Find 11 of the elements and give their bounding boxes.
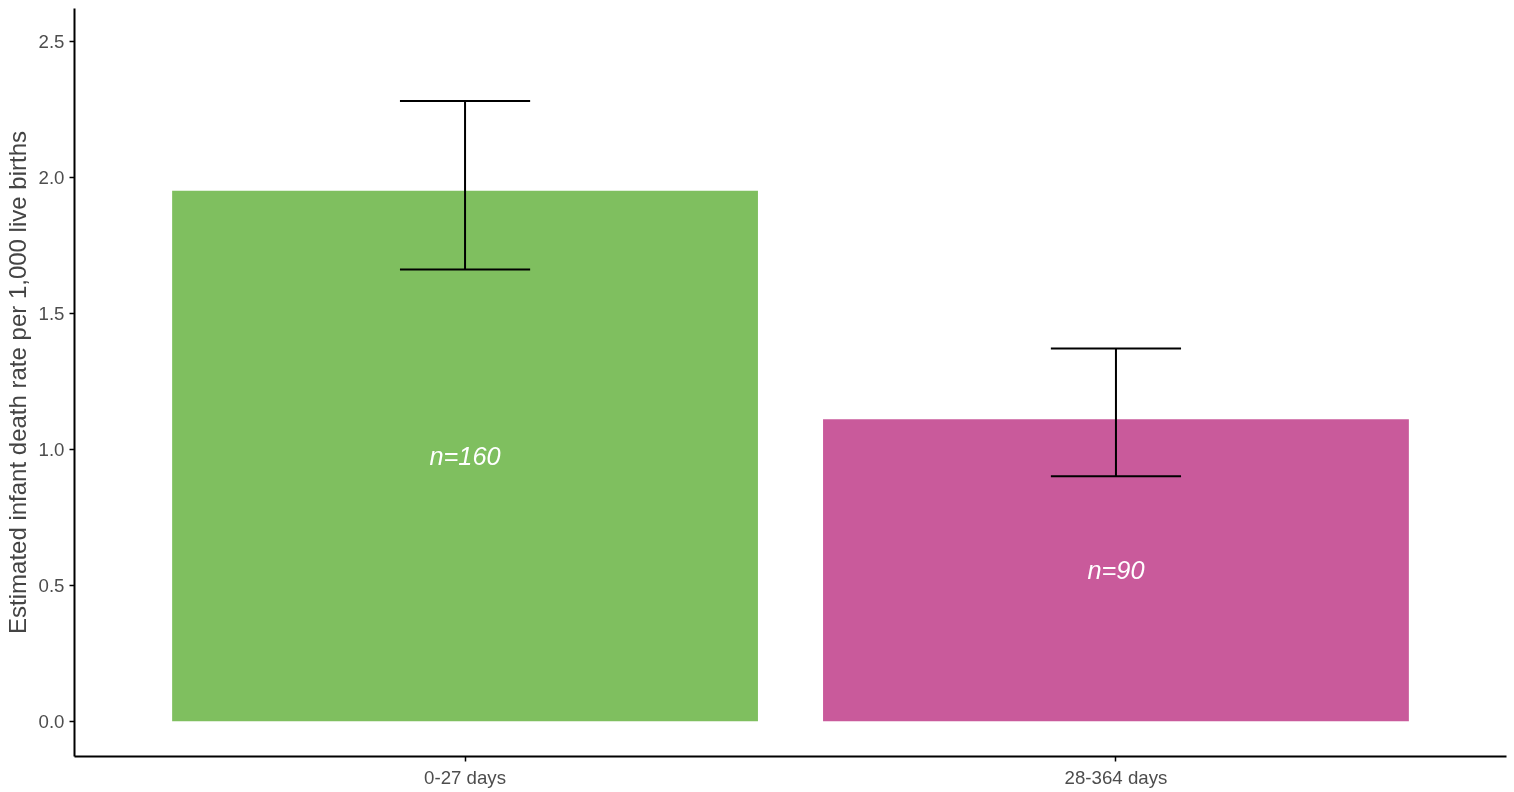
x-tick-label: 0-27 days	[424, 766, 507, 788]
y-tick-label: 1.5	[38, 302, 65, 324]
y-tick-label: 1.0	[38, 438, 65, 460]
y-tick-label: 0.0	[38, 710, 65, 732]
y-tick-label: 2.0	[38, 166, 65, 188]
x-tick-label: 28-364 days	[1064, 766, 1168, 788]
annotation: n=160	[429, 441, 501, 470]
y-tick-label: 2.5	[38, 30, 65, 52]
y-tick-label: 0.5	[38, 574, 65, 596]
annotation: n=90	[1087, 556, 1145, 585]
y-axis-title: Estimated infant death rate per 1,000 live births	[3, 131, 31, 634]
